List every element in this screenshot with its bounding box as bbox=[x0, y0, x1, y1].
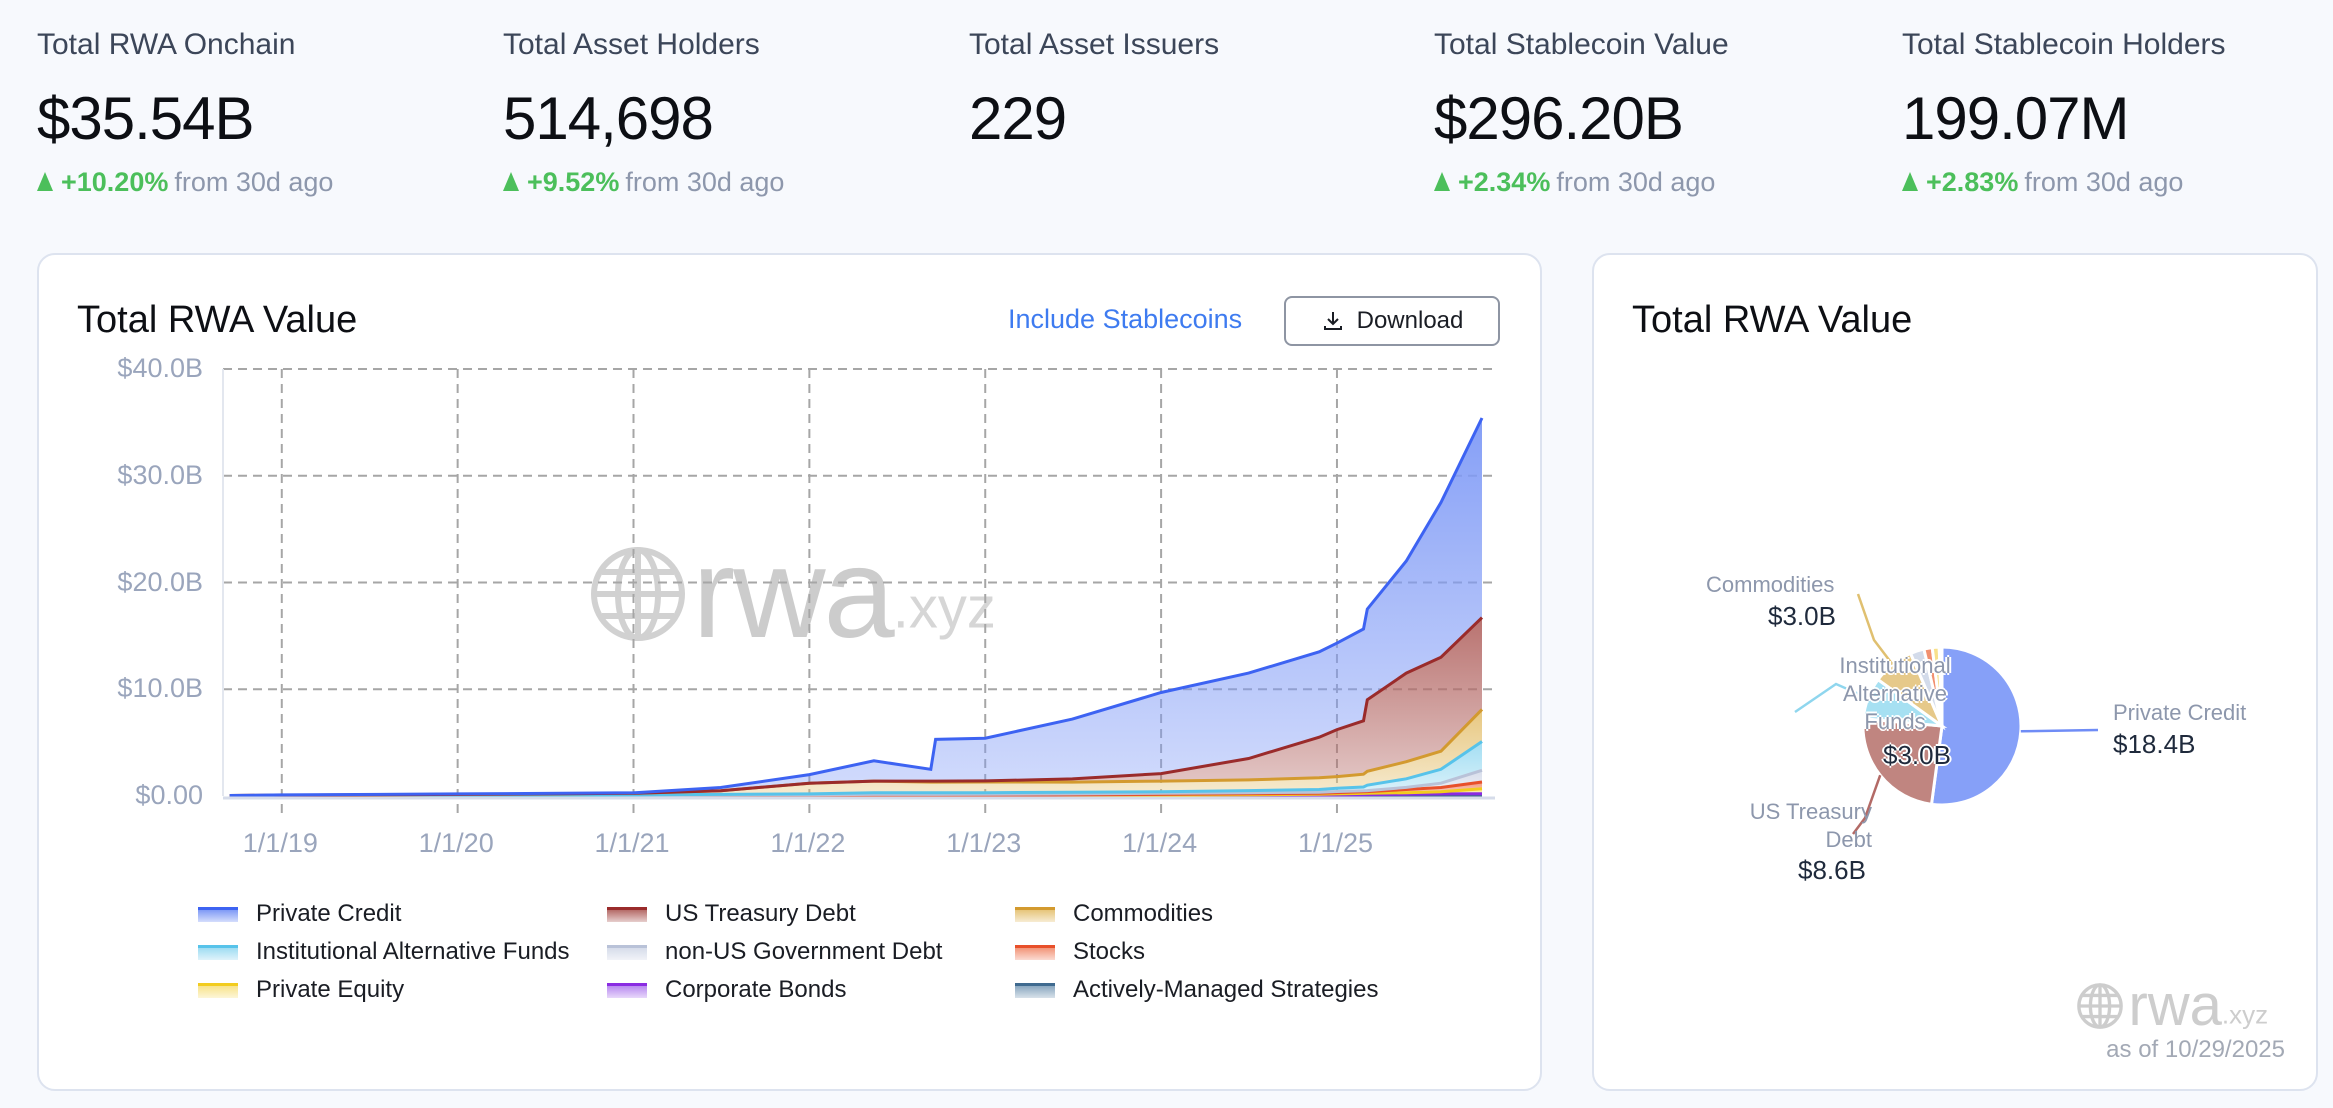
up-triangle-icon bbox=[1902, 172, 1918, 191]
up-triangle-icon bbox=[1434, 172, 1450, 191]
legend-label: Institutional Alternative Funds bbox=[256, 938, 570, 965]
change-suffix: from 30d ago bbox=[2024, 167, 2184, 197]
stat-total-rwa-onchain: Total RWA Onchain $35.54B +10.20% from 30… bbox=[37, 28, 333, 198]
download-button[interactable]: Download bbox=[1284, 296, 1500, 346]
pie-value-us-treasury-debt: $8.6B bbox=[1798, 855, 1866, 885]
legend-swatch bbox=[1015, 982, 1055, 998]
y-tick-label: $0.00 bbox=[135, 780, 203, 810]
pie-label-institutional-alternative-funds: Institutional Alternative Funds bbox=[1839, 653, 1951, 734]
stat-value: $35.54B bbox=[37, 85, 255, 152]
stat-value: 514,698 bbox=[503, 85, 714, 152]
globe-icon bbox=[591, 546, 685, 641]
stat-total-stablecoin-value: Total Stablecoin Value $296.20B +2.34% fr… bbox=[1434, 28, 1729, 198]
legend-label: Private Credit bbox=[256, 900, 402, 927]
globe-icon bbox=[2077, 982, 2123, 1029]
up-triangle-icon bbox=[503, 172, 519, 191]
stat-label: Total Stablecoin Holders bbox=[1902, 28, 2226, 61]
watermark-brand: rwa bbox=[2128, 973, 2222, 1038]
stat-value: 229 bbox=[969, 85, 1067, 152]
legend-item[interactable]: US Treasury Debt bbox=[607, 900, 856, 928]
stat-change: +2.83% from 30d ago bbox=[1902, 167, 2226, 198]
stat-label: Total Asset Holders bbox=[503, 28, 760, 61]
change-suffix: from 30d ago bbox=[1556, 167, 1716, 197]
stat-total-asset-holders: Total Asset Holders 514,698 +9.52% from 3… bbox=[503, 28, 784, 198]
up-triangle-icon bbox=[37, 172, 53, 191]
legend-label: US Treasury Debt bbox=[665, 900, 856, 927]
legend-swatch bbox=[607, 982, 647, 998]
legend-swatch bbox=[607, 944, 647, 960]
pie-value-commodities: $3.0B bbox=[1768, 601, 1836, 631]
legend-label: Stocks bbox=[1073, 938, 1146, 965]
include-stablecoins-toggle[interactable]: Include Stablecoins bbox=[1008, 304, 1243, 334]
stat-total-asset-issuers: Total Asset Issuers 229 bbox=[969, 28, 1219, 153]
legend-swatch bbox=[607, 906, 647, 922]
legend-label: Commodities bbox=[1073, 900, 1214, 927]
legend-swatch bbox=[198, 982, 238, 998]
legend-label: Corporate Bonds bbox=[665, 976, 847, 1003]
legend-swatch bbox=[198, 906, 238, 922]
x-tick-label: 1/1/24 bbox=[1122, 828, 1198, 858]
stat-change: +9.52% from 30d ago bbox=[503, 167, 784, 198]
as-of-date: as of 10/29/2025 bbox=[2106, 1036, 2285, 1063]
change-percent: +2.34% bbox=[1458, 167, 1551, 197]
y-tick-label: $20.0B bbox=[117, 566, 203, 597]
change-suffix: from 30d ago bbox=[174, 167, 334, 197]
rwa-watermark-logo-small: rwa.xyz bbox=[2076, 972, 2268, 1039]
change-percent: +2.83% bbox=[1926, 167, 2019, 197]
legend-label: non-US Government Debt bbox=[665, 938, 943, 965]
watermark-tld: .xyz bbox=[892, 575, 996, 641]
watermark-tld: .xyz bbox=[2221, 999, 2269, 1030]
download-label: Download bbox=[1356, 307, 1464, 334]
stat-label: Total Asset Issuers bbox=[969, 28, 1220, 61]
legend-item[interactable]: Institutional Alternative Funds bbox=[198, 938, 570, 966]
stat-value: $296.20B bbox=[1434, 85, 1684, 152]
change-suffix: from 30d ago bbox=[625, 167, 785, 197]
x-tick-label: 1/1/19 bbox=[242, 828, 318, 858]
y-tick-label: $10.0B bbox=[117, 673, 203, 704]
change-percent: +9.52% bbox=[527, 167, 620, 197]
rwa-watermark-logo: rwa.xyz bbox=[588, 520, 996, 667]
x-tick-label: 1/1/22 bbox=[770, 828, 846, 858]
download-icon bbox=[1323, 312, 1342, 330]
chart-title: Total RWA Value bbox=[77, 299, 358, 341]
stat-change: +2.34% from 30d ago bbox=[1434, 167, 1729, 198]
legend-swatch bbox=[1015, 944, 1055, 960]
change-percent: +10.20% bbox=[61, 167, 169, 197]
legend-swatch bbox=[198, 944, 238, 960]
pie-value-institutional-alternative-funds: $3.0B bbox=[1883, 740, 1951, 770]
watermark-brand: rwa bbox=[692, 522, 894, 665]
legend-item[interactable]: Corporate Bonds bbox=[607, 976, 846, 1004]
stat-label: Total RWA Onchain bbox=[37, 28, 296, 61]
pie-label-us-treasury-debt: US Treasury Debt bbox=[1749, 799, 1872, 852]
legend-item[interactable]: non-US Government Debt bbox=[607, 938, 942, 966]
stat-change: +10.20% from 30d ago bbox=[37, 167, 333, 198]
stat-value: 199.07M bbox=[1902, 85, 2129, 152]
legend-swatch bbox=[1015, 906, 1055, 922]
pie-label-commodities: Commodities bbox=[1706, 572, 1835, 597]
legend-label: Private Equity bbox=[256, 976, 405, 1003]
x-tick-label: 1/1/23 bbox=[946, 828, 1022, 858]
x-tick-label: 1/1/21 bbox=[594, 828, 670, 858]
stat-label: Total Stablecoin Value bbox=[1434, 28, 1729, 61]
pie-value-private-credit: $18.4B bbox=[2113, 729, 2196, 759]
x-tick-label: 1/1/20 bbox=[418, 828, 494, 858]
pie-label-private-credit: Private Credit bbox=[2113, 700, 2247, 725]
legend-label: Actively-Managed Strategies bbox=[1073, 976, 1379, 1003]
legend-item[interactable]: Commodities bbox=[1015, 900, 1213, 928]
pie-title: Total RWA Value bbox=[1632, 299, 1913, 341]
y-tick-label: $30.0B bbox=[117, 459, 203, 490]
legend-item[interactable]: Actively-Managed Strategies bbox=[1015, 976, 1378, 1004]
legend-item[interactable]: Private Credit bbox=[198, 900, 401, 928]
legend-item[interactable]: Stocks bbox=[1015, 938, 1145, 966]
stat-total-stablecoin-holders: Total Stablecoin Holders 199.07M +2.83% f… bbox=[1902, 28, 2226, 198]
x-tick-label: 1/1/25 bbox=[1297, 828, 1374, 858]
y-tick-label: $40.0B bbox=[117, 353, 203, 383]
legend-item[interactable]: Private Equity bbox=[198, 976, 404, 1004]
